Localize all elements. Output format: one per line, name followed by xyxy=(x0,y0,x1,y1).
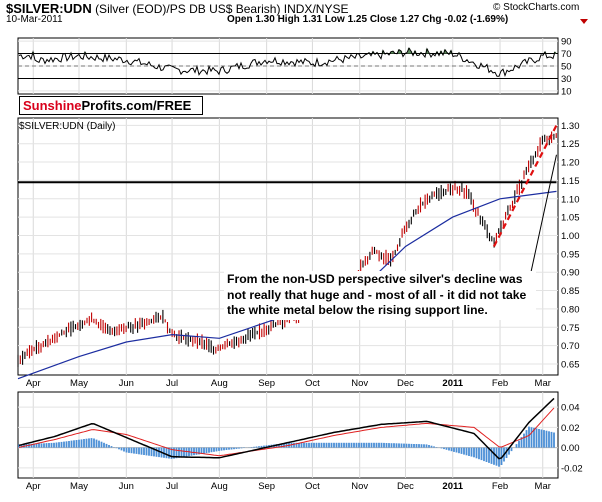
price-y-tick: 0.70 xyxy=(561,341,580,352)
price-y-tick: 0.95 xyxy=(561,249,580,260)
price-x-tick: Nov xyxy=(351,378,368,389)
logo-part-profits: Profits.com/FREE xyxy=(81,98,192,113)
macd-x-tick: Jul xyxy=(166,481,178,492)
macd-x-tick: Oct xyxy=(305,481,320,492)
rsi-y-tick: 90 xyxy=(561,37,572,48)
rising-support-line xyxy=(492,124,558,248)
logo-part-sunshine: Sunshine xyxy=(23,98,82,113)
price-panel: Apr May Jun Jul Aug Sep Oct Nov Dec 2011 Feb Mar 0.6… xyxy=(17,117,580,389)
price-x-tick: Apr xyxy=(26,378,41,389)
macd-frame xyxy=(17,391,559,479)
macd-y-tick: -0.02 xyxy=(561,463,583,474)
price-y-tick: 1.20 xyxy=(561,158,580,169)
macd-x-tick: Dec xyxy=(397,481,414,492)
price-y-tick: 0.65 xyxy=(561,359,580,370)
macd-y-tick: 0.02 xyxy=(561,423,580,434)
macd-x-tick: Apr xyxy=(26,481,41,492)
price-x-tick: May xyxy=(70,378,88,389)
price-frame xyxy=(17,117,559,376)
macd-x-tick: May xyxy=(70,481,88,492)
macd-x-tick: Sep xyxy=(258,481,275,492)
price-x-tick: Sep xyxy=(258,378,275,389)
price-y-tick: 0.75 xyxy=(561,323,580,334)
symbol-description: (Silver (EOD)/PS DB US$ Bearish) INDX/NY… xyxy=(95,2,349,16)
sunshine-profits-logo[interactable]: SunshineProfits.com/FREE xyxy=(19,96,203,115)
macd-x-tick: Feb xyxy=(492,481,508,492)
price-y-tick: 1.05 xyxy=(561,213,580,224)
rsi-y-tick: 30 xyxy=(561,74,572,85)
price-x-tick: Oct xyxy=(305,378,320,389)
price-y-tick: 0.85 xyxy=(561,286,580,297)
price-y-tick: 1.10 xyxy=(561,194,580,205)
rsi-y-tick: 70 xyxy=(561,49,572,60)
down-arrow-icon xyxy=(580,19,588,24)
price-y-tick: 1.30 xyxy=(561,121,580,132)
price-x-tick: 2011 xyxy=(442,378,463,389)
macd-x-tick: Mar xyxy=(535,481,551,492)
price-x-tick: Dec xyxy=(397,378,414,389)
chart-title: $SILVER:UDN (Silver (EOD)/PS DB US$ Bear… xyxy=(6,1,348,16)
annotation-text: From the non-USD perspective silver's de… xyxy=(224,271,536,320)
price-x-tick: Feb xyxy=(492,378,508,389)
macd-x-tick: 2011 xyxy=(442,481,463,492)
macd-panel: Apr May Jun Jul Aug Sep Oct Nov Dec 2011 Feb Mar -0.… xyxy=(17,391,583,492)
price-y-tick: 0.90 xyxy=(561,268,580,279)
chart-date: 10-Mar-2011 xyxy=(6,14,63,25)
symbol: $SILVER:UDN xyxy=(6,1,92,16)
price-x-tick: Aug xyxy=(211,378,228,389)
rsi-y-tick: 10 xyxy=(561,86,572,97)
macd-x-tick: Aug xyxy=(211,481,228,492)
price-x-tick: Jun xyxy=(119,378,134,389)
price-x-tick: Mar xyxy=(535,378,551,389)
price-y-tick: 1.15 xyxy=(561,176,580,187)
price-x-tick: Jul xyxy=(166,378,178,389)
price-y-tick: 1.00 xyxy=(561,231,580,242)
macd-x-tick: Nov xyxy=(351,481,368,492)
stockcharts-brand: © StockCharts.com xyxy=(493,2,580,13)
macd-y-tick: 0.04 xyxy=(561,403,580,414)
price-y-tick: 0.80 xyxy=(561,304,580,315)
rsi-y-tick: 50 xyxy=(561,62,572,73)
ohlc-readout: Open 1.30 High 1.31 Low 1.25 Close 1.27 … xyxy=(227,14,509,25)
rsi-line xyxy=(18,47,556,78)
annotation-pointer xyxy=(530,154,557,273)
macd-y-tick: 0.00 xyxy=(561,443,580,454)
macd-x-tick: Jun xyxy=(119,481,134,492)
macd-signal-line xyxy=(18,407,555,457)
price-y-tick: 1.25 xyxy=(561,139,580,150)
main-panel-label: $SILVER:UDN (Daily) xyxy=(19,121,116,132)
macd-line xyxy=(18,397,555,460)
